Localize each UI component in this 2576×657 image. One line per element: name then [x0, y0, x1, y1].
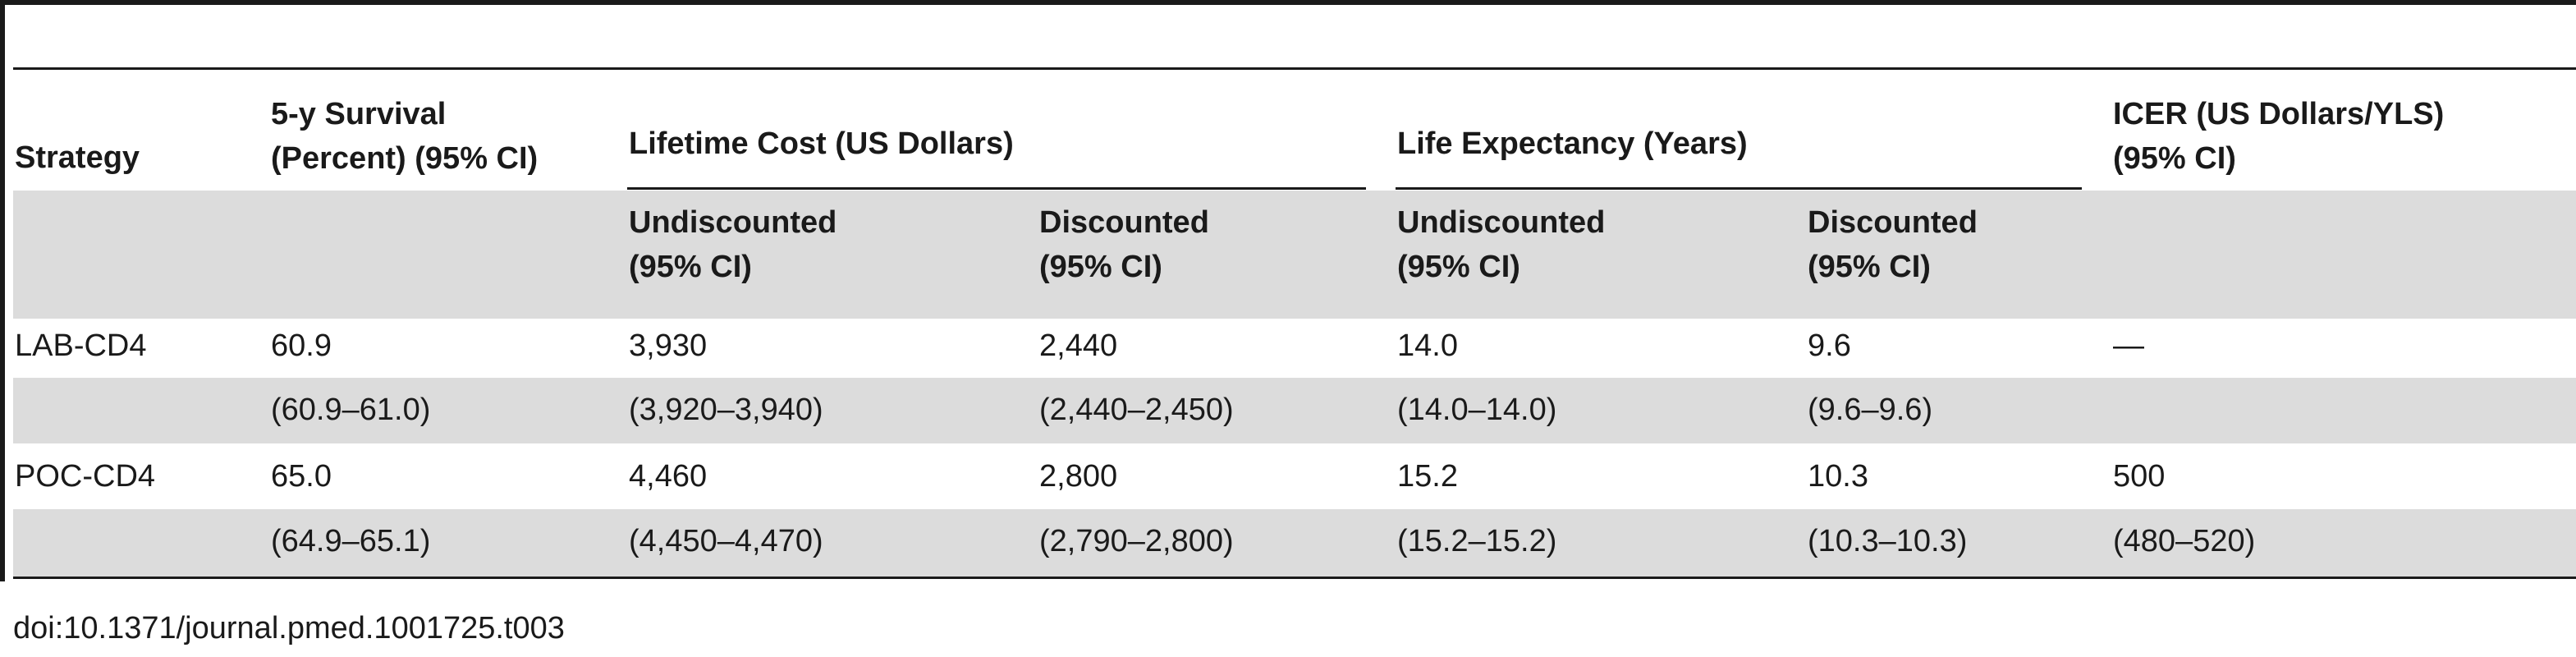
row-lab-le-undiscounted: 14.0	[1397, 328, 1458, 363]
header-lifetime-cost: Lifetime Cost (US Dollars)	[629, 126, 1014, 161]
table-top-rule	[13, 67, 2576, 70]
row-lab-ci-cost-undiscounted: (3,920–3,940)	[629, 393, 823, 427]
header-cost-undiscounted: Undiscounted (95% CI)	[629, 205, 837, 284]
header-icer: ICER (US Dollars/YLS) (95% CI)	[2113, 97, 2445, 176]
row-lab-ci-le-undiscounted: (14.0–14.0)	[1397, 393, 1557, 427]
row-poc-cost-discounted: 2,800	[1039, 459, 1118, 494]
row-lab-ci-le-discounted: (9.6–9.6)	[1808, 393, 1933, 427]
row-lab-cost-discounted: 2,440	[1039, 328, 1118, 363]
row-lab-icer: —	[2113, 328, 2144, 363]
row-poc-survival: 65.0	[271, 459, 332, 494]
doi-caption[interactable]: doi:10.1371/journal.pmed.1001725.t003	[13, 611, 565, 646]
row-poc-ci-icer: (480–520)	[2113, 524, 2256, 558]
header-strategy: Strategy	[15, 140, 140, 175]
table-bottom-rule	[13, 577, 2576, 579]
row-poc-ci-le-undiscounted: (15.2–15.2)	[1397, 524, 1557, 558]
header-life-expectancy: Life Expectancy (Years)	[1397, 126, 1748, 161]
row-poc-le-discounted: 10.3	[1808, 459, 1868, 494]
row-lab-le-discounted: 9.6	[1808, 328, 1851, 363]
subheader-band	[13, 191, 2576, 319]
row-lab-cost-undiscounted: 3,930	[629, 328, 708, 363]
row-lab-survival: 60.9	[271, 328, 332, 363]
row-band-poc-ci	[13, 509, 2576, 577]
header-le-discounted: Discounted (95% CI)	[1808, 205, 1978, 284]
lifetime-cost-group-rule	[627, 187, 1366, 190]
header-le-undiscounted: Undiscounted (95% CI)	[1397, 205, 1606, 284]
header-cost-discounted: Discounted (95% CI)	[1039, 205, 1209, 284]
row-poc-le-undiscounted: 15.2	[1397, 459, 1458, 494]
header-survival: 5-y Survival (Percent) (95% CI)	[271, 97, 539, 176]
row-poc-strategy: POC-CD4	[15, 459, 156, 494]
left-border-rule	[0, 0, 5, 581]
row-poc-ci-cost-undiscounted: (4,450–4,470)	[629, 524, 823, 558]
row-poc-ci-le-discounted: (10.3–10.3)	[1808, 524, 1968, 558]
row-poc-ci-cost-discounted: (2,790–2,800)	[1039, 524, 1234, 558]
row-lab-strategy: LAB-CD4	[15, 328, 147, 363]
row-poc-ci-survival: (64.9–65.1)	[271, 524, 431, 558]
row-band-lab-ci	[13, 378, 2576, 443]
life-expectancy-group-rule	[1396, 187, 2082, 190]
row-poc-cost-undiscounted: 4,460	[629, 459, 708, 494]
row-lab-ci-survival: (60.9–61.0)	[271, 393, 431, 427]
row-lab-ci-cost-discounted: (2,440–2,450)	[1039, 393, 1234, 427]
top-border-rule	[0, 0, 2576, 5]
row-poc-icer: 500	[2113, 459, 2166, 494]
